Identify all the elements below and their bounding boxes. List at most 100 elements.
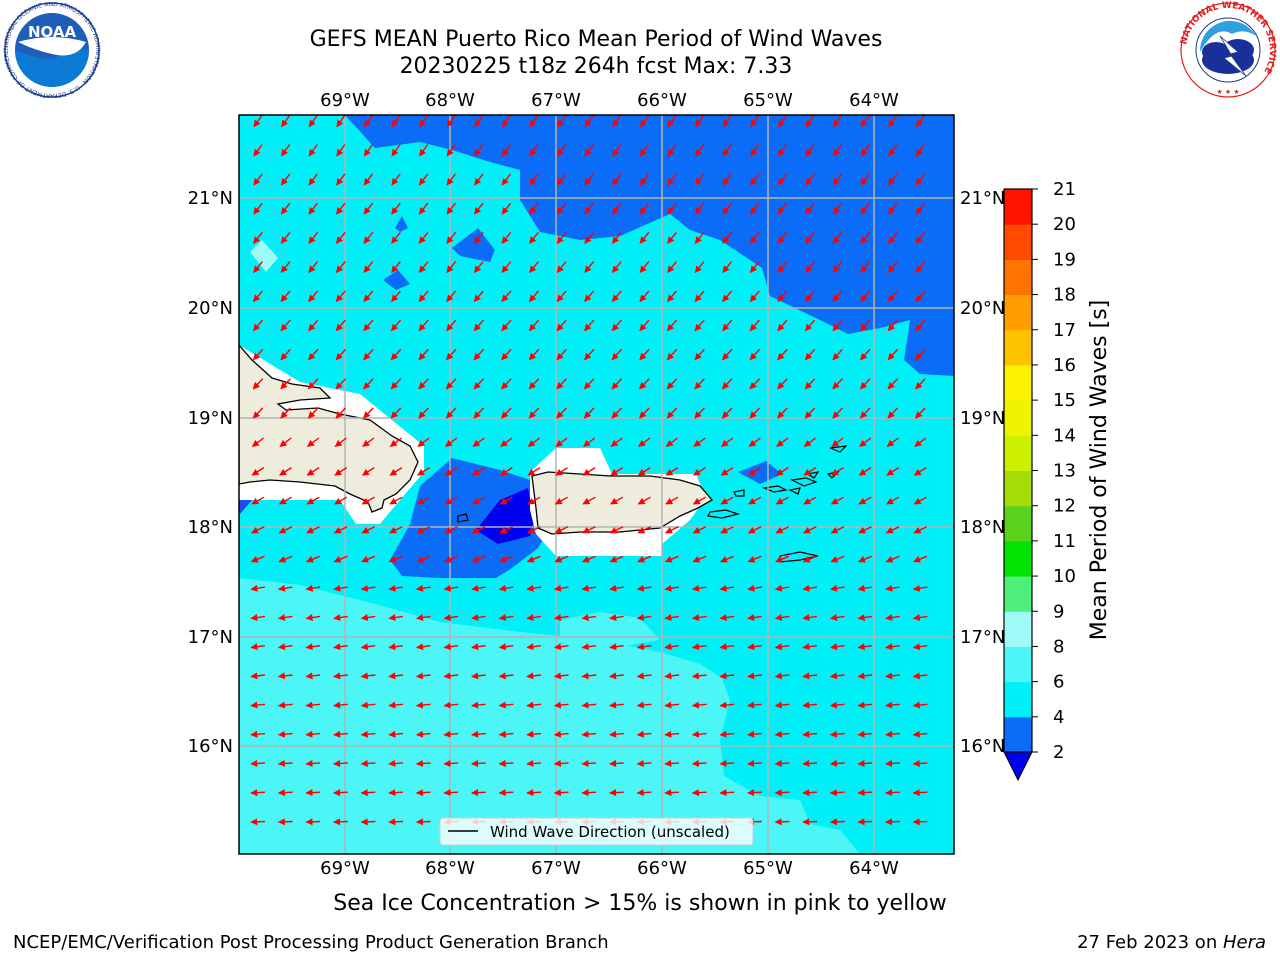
wind-vector [748, 437, 761, 447]
wind-vector [446, 290, 457, 303]
wind-vector [747, 701, 762, 709]
wind-vector [832, 378, 843, 390]
wind-vector [360, 789, 376, 797]
lat-tick-right: 21°N [960, 188, 1005, 209]
wind-vector [912, 584, 928, 592]
wind-vector [391, 115, 401, 128]
wind-vector [307, 378, 319, 390]
map-frame [238, 114, 955, 855]
wind-vector [363, 319, 374, 332]
wind-vector [887, 319, 898, 332]
wind-vector [416, 496, 431, 505]
wind-vector [636, 730, 652, 738]
wind-vector [859, 437, 872, 447]
wind-vector [885, 643, 900, 651]
wind-vector [360, 701, 376, 709]
wind-vector [691, 672, 707, 680]
wind-vector [775, 555, 790, 563]
wind-vector [499, 526, 514, 534]
wind-vector [277, 759, 293, 767]
wind-vector [499, 555, 514, 563]
wind-vector [692, 496, 707, 505]
wind-vector [389, 467, 403, 476]
wind-vector [253, 144, 263, 157]
wind-vector [472, 467, 486, 476]
wind-vector [610, 437, 623, 447]
wind-vector [692, 614, 707, 621]
wind-vector [888, 173, 898, 186]
wind-vector [388, 643, 403, 651]
wind-vector [445, 437, 458, 447]
wind-vector [722, 290, 733, 303]
wind-vector [553, 701, 569, 709]
wind-vector [802, 818, 818, 826]
wind-vector [802, 730, 818, 738]
wind-vector [443, 672, 459, 680]
wind-vector [253, 261, 263, 273]
wind-vector [749, 231, 760, 244]
wind-vector [611, 319, 622, 332]
colorbar-label: Mean Period of Wind Waves [s] [1087, 300, 1112, 640]
wind-vector [583, 348, 595, 361]
wind-vector [610, 467, 624, 476]
wind-vector [473, 378, 485, 390]
wind-vector [526, 614, 542, 621]
wind-vector [363, 407, 374, 419]
wind-vector [474, 144, 484, 157]
wind-vector [307, 348, 319, 361]
wind-vector [335, 202, 346, 215]
wind-vector [749, 407, 761, 419]
wind-vector [391, 173, 401, 186]
wind-vector [722, 144, 732, 157]
wind-vector [777, 144, 788, 157]
wind-vector [528, 348, 540, 361]
wind-vector [360, 614, 376, 621]
colorbar-tick: 4 [1053, 707, 1064, 728]
wind-vector [691, 759, 707, 767]
wind-vector [446, 231, 457, 244]
wind-vector [335, 290, 346, 303]
wind-vector [666, 348, 678, 361]
wind-vector [390, 290, 402, 303]
wind-vector [444, 555, 458, 563]
wind-vector [278, 526, 293, 534]
wind-vector [747, 526, 762, 534]
wind-vector [277, 672, 293, 680]
wind-vector [664, 555, 679, 563]
wind-vector [498, 701, 514, 709]
wind-vector [885, 614, 900, 621]
wind-vector [416, 643, 431, 651]
wind-vector [857, 614, 873, 621]
wind-vector [886, 496, 900, 505]
wind-vector [720, 496, 734, 505]
wind-vector [858, 467, 872, 476]
wind-vector [887, 290, 898, 303]
wind-vector [253, 115, 263, 128]
wind-vector [252, 348, 264, 361]
wind-vector [747, 584, 762, 592]
wind-vector [250, 701, 266, 709]
wind-vector [363, 378, 374, 390]
wind-vector [499, 496, 513, 505]
wind-vector [639, 348, 650, 361]
wind-vector [473, 407, 485, 419]
wind-vector [858, 496, 872, 505]
wind-vector [582, 555, 596, 563]
wind-vector [473, 290, 484, 303]
wind-vector [857, 643, 873, 651]
wind-vector [637, 467, 651, 476]
wind-vector [554, 496, 569, 505]
wind-vector [445, 378, 457, 390]
wind-vector [637, 496, 651, 505]
wind-vector [722, 115, 732, 128]
wind-vector [830, 643, 845, 651]
wind-vector [694, 378, 705, 390]
wind-vector [636, 701, 652, 709]
wind-vector [721, 348, 733, 361]
wind-vector [611, 290, 622, 303]
wind-vector [278, 643, 293, 651]
wind-vector [443, 614, 459, 621]
wind-vector [334, 496, 348, 505]
colorbar-tick: 19 [1053, 249, 1076, 270]
chart-subtitle: 20230225 t18z 264h fcst Max: 7.33 [399, 54, 793, 79]
